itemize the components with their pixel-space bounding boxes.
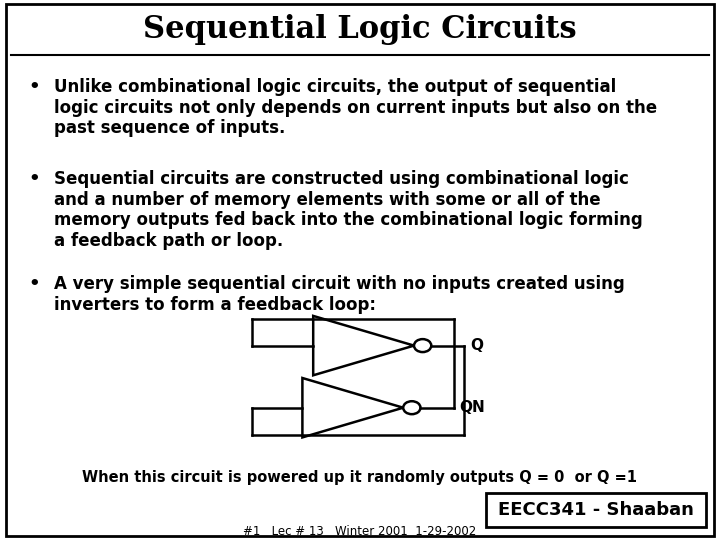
Text: QN: QN	[459, 400, 485, 415]
Text: Sequential circuits are constructed using combinational logic: Sequential circuits are constructed usin…	[54, 170, 629, 188]
Text: When this circuit is powered up it randomly outputs Q = 0  or Q =1: When this circuit is powered up it rando…	[83, 470, 637, 485]
Text: EECC341 - Shaaban: EECC341 - Shaaban	[498, 501, 694, 519]
Text: Unlike combinational logic circuits, the output of sequential: Unlike combinational logic circuits, the…	[54, 78, 616, 96]
Text: past sequence of inputs.: past sequence of inputs.	[54, 119, 285, 137]
Text: Q: Q	[470, 338, 483, 353]
Text: •: •	[29, 170, 40, 188]
Text: #1   Lec # 13   Winter 2001  1-29-2002: #1 Lec # 13 Winter 2001 1-29-2002	[243, 525, 477, 538]
Text: A very simple sequential circuit with no inputs created using: A very simple sequential circuit with no…	[54, 275, 625, 293]
Text: •: •	[29, 78, 40, 96]
Text: logic circuits not only depends on current inputs but also on the: logic circuits not only depends on curre…	[54, 99, 657, 117]
Bar	[486, 493, 706, 526]
Text: •: •	[29, 275, 40, 293]
Text: memory outputs fed back into the combinational logic forming: memory outputs fed back into the combina…	[54, 211, 643, 229]
Text: inverters to form a feedback loop:: inverters to form a feedback loop:	[54, 296, 376, 314]
Text: Sequential Logic Circuits: Sequential Logic Circuits	[143, 14, 577, 45]
Text: and a number of memory elements with some or all of the: and a number of memory elements with som…	[54, 191, 600, 208]
Text: a feedback path or loop.: a feedback path or loop.	[54, 232, 283, 249]
